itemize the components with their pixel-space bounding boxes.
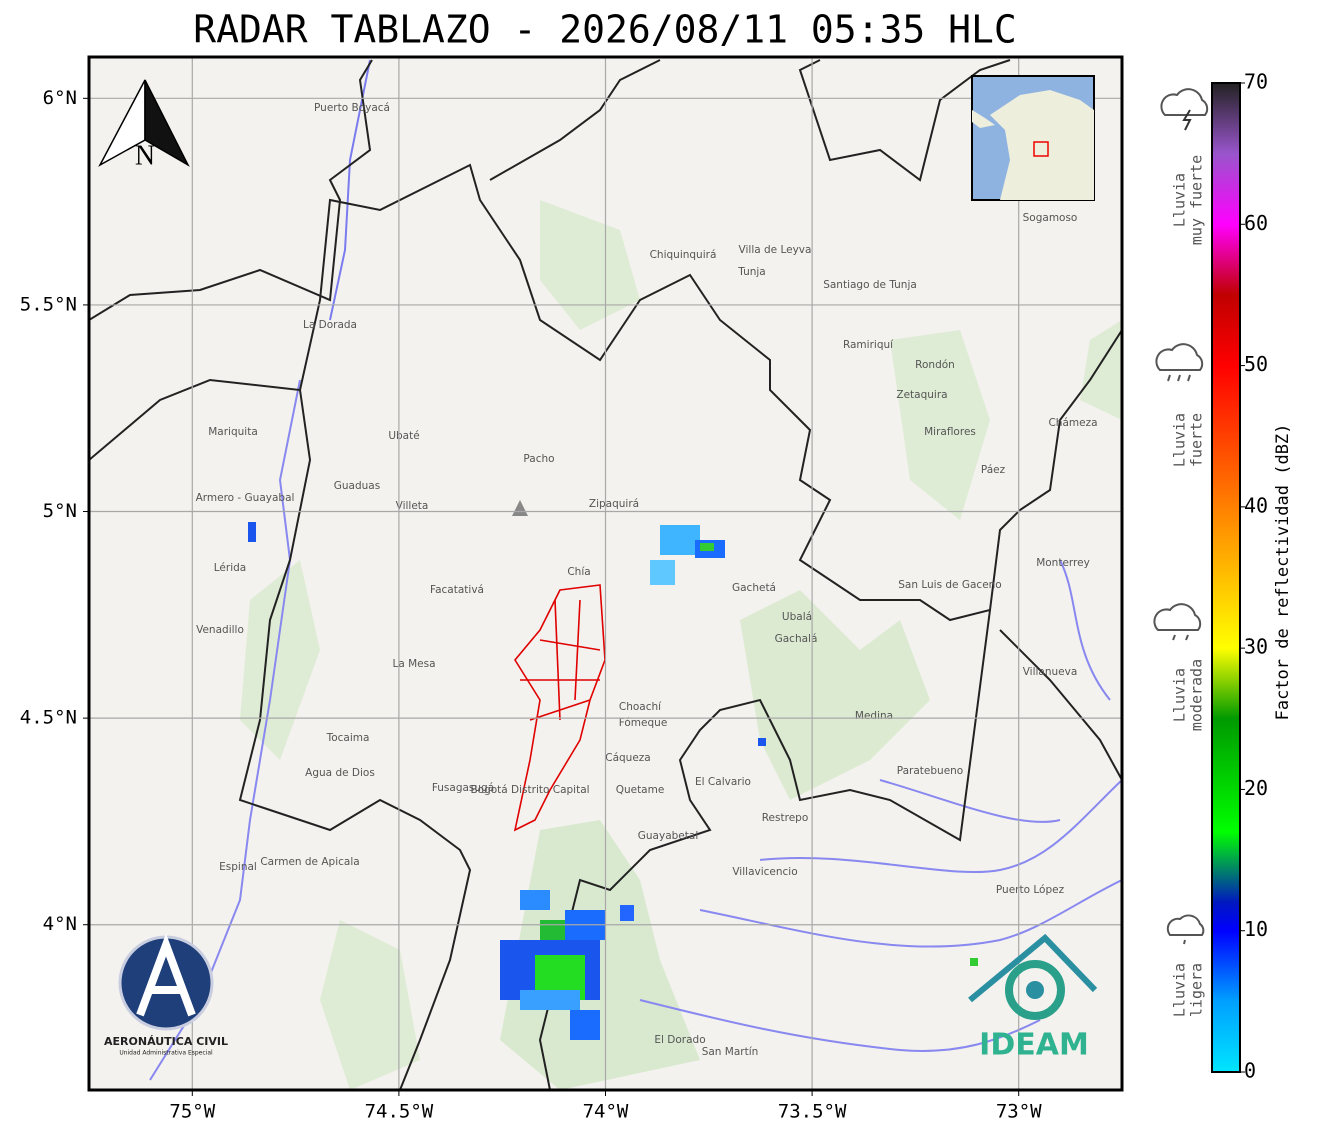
place-label: Tocaima [326,732,370,744]
colorbar-tick-label: 40 [1244,493,1268,517]
place-label: La Dorada [303,319,357,331]
place-label: Chía [567,566,590,578]
place-label: Paratebueno [897,765,963,777]
north-arrow: N [98,79,190,171]
place-label: Puerto Boyacá [314,102,390,114]
place-label: Chámeza [1048,417,1097,429]
place-label: Monterrey [1036,557,1090,569]
rain-level-label: moderada [1188,659,1206,731]
x-tick-label: 75°W [169,1101,215,1123]
colorbar-label: Factor de reflectividad (dBZ) [1273,424,1293,721]
place-label: Lérida [214,562,246,574]
inset-map [971,75,1095,201]
place-label: Fusagasugá [432,782,494,794]
colorbar [1211,82,1241,1073]
logo-text: IDEAM [979,1028,1089,1063]
place-label: Quetame [616,784,665,796]
place-label: Villeta [396,500,429,512]
place-label: Rondón [915,359,955,371]
place-label: Pacho [523,453,554,465]
logo-text: AERONÁUTICA CIVIL [104,1035,228,1048]
x-tick-label: 74°W [583,1101,629,1123]
place-label: Villavicencio [732,866,797,878]
logo-subtext: Unidad Administrativa Especial [119,1050,213,1057]
aerocivil-logo: AERONÁUTICA CIVIL Unidad Administrativa … [104,933,228,1057]
place-label: Fómeque [619,717,668,729]
place-label: El Dorado [654,1034,705,1046]
place-label: Choachí [619,701,662,713]
place-label: Mariquita [208,426,258,438]
place-label: Bogotá Distrito Capital [470,784,589,796]
colorbar-tick-label: 20 [1244,776,1268,800]
place-label: Guaduas [334,480,380,492]
place-label: Miraflores [924,426,976,438]
colorbar-tick-label: 30 [1244,635,1268,659]
place-label: Chiquinquirá [650,249,717,261]
y-tick-label: 4.5°N [20,707,77,729]
place-label: Restrepo [762,812,809,824]
rain-level-label: ligera [1188,963,1206,1017]
rain-level-label: Lluvia [1171,668,1189,722]
title: RADAR TABLAZO - 2026/08/11 05:35 HLC [193,8,1017,52]
place-label: Tunja [737,266,765,278]
place-label: Zipaquirá [589,498,639,510]
place-label: Venadillo [196,624,244,636]
place-label: Villanueva [1023,666,1078,678]
place-label: Ubaté [388,430,419,442]
place-label: El Calvario [695,776,751,788]
place-label: La Mesa [392,658,435,670]
x-tick-label: 73.5°W [778,1101,847,1123]
place-label: Gachetá [732,582,776,594]
ideam-logo: IDEAM [968,933,1098,1063]
rain-level-label: Lluvia [1171,413,1189,467]
colorbar-tick-label: 50 [1244,352,1268,376]
rain-level-label: muy fuerte [1188,155,1206,245]
place-label: Ubalá [782,611,812,623]
place-label: Carmen de Apicala [260,856,359,868]
colorbar-tick-label: 0 [1244,1059,1256,1083]
place-label: Sogamoso [1023,212,1078,224]
rain-level-label: fuerte [1188,413,1206,467]
x-tick-label: 74.5°W [365,1101,434,1123]
rain-level-label: Lluvia [1171,173,1189,227]
map-frame [87,55,1124,1092]
place-label: Cáqueza [605,752,651,764]
north-label: N [135,140,155,171]
y-tick-label: 5°N [43,500,77,522]
place-label: San Martín [702,1046,759,1058]
place-label: Puerto López [996,884,1065,896]
place-label: San Luis de Gaceno [898,579,1001,591]
colorbar-tick-label: 70 [1244,70,1268,94]
place-label: Villa de Leyva [739,244,812,256]
place-label: Facatativá [430,584,484,596]
place-label: Páez [981,464,1006,476]
place-label: Guayabetal [638,830,698,842]
place-label: Ramiriquí [843,339,894,351]
place-label: Santiago de Tunja [823,279,917,291]
x-tick-label: 73°W [996,1101,1042,1123]
colorbar-tick-label: 60 [1244,211,1268,235]
y-tick-label: 6°N [43,87,77,109]
rain-icons [1153,88,1209,945]
colorbar-tick-label: 10 [1244,917,1268,941]
place-label: Agua de Dios [305,767,375,779]
place-label: Medina [855,710,893,722]
place-label: Gachalá [775,633,818,645]
place-label: Zetaquira [896,389,947,401]
place-label: Espinal [219,861,257,873]
rain-level-label: Lluvia [1171,963,1189,1017]
y-tick-label: 4°N [43,913,77,935]
place-label: Armero - Guayabal [196,492,295,504]
y-tick-label: 5.5°N [20,293,77,315]
